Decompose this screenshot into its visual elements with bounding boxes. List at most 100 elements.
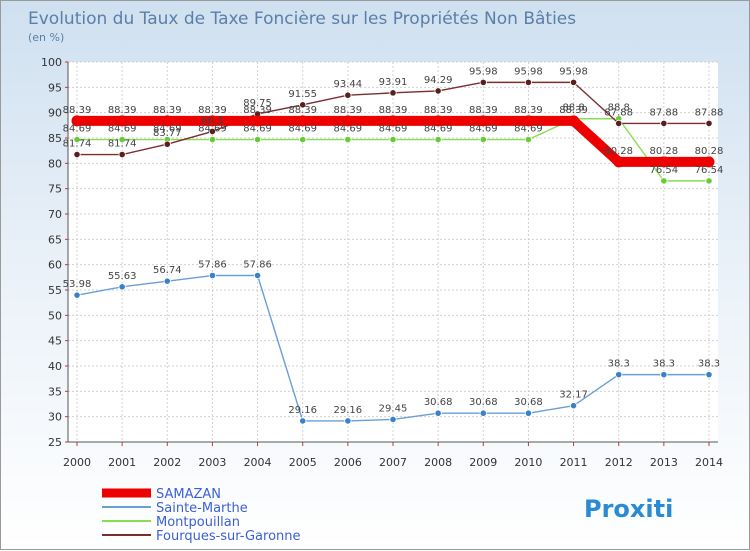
data-point (569, 402, 578, 410)
data-point (522, 115, 534, 127)
series-sainte-marthe (73, 271, 713, 425)
y-tick-label: 80 (48, 157, 62, 170)
legend-label: Sainte-Marthe (156, 501, 248, 516)
data-point (73, 135, 81, 144)
data-label: 88.39 (424, 105, 453, 116)
y-tick-label: 55 (48, 284, 62, 297)
data-label: 95.98 (514, 66, 543, 77)
data-label: 84.69 (63, 124, 92, 135)
data-label: 83.77 (153, 128, 182, 139)
data-label: 80.28 (695, 146, 724, 157)
legend-item: Sainte-Marthe (102, 501, 248, 516)
data-point (118, 283, 126, 291)
data-label: 88.39 (334, 105, 363, 116)
legend-item: Fourques-sur-Garonne (102, 529, 301, 544)
data-point (206, 115, 218, 127)
data-label: 87.88 (695, 107, 724, 118)
data-point (703, 156, 715, 168)
x-tick-label: 2014 (695, 456, 723, 469)
data-label: 84.69 (379, 124, 408, 135)
data-label: 84.69 (334, 124, 363, 135)
y-tick-label: 70 (48, 208, 62, 221)
data-label: 29.16 (288, 405, 317, 416)
data-label: 93.91 (379, 77, 408, 88)
series-layer (71, 78, 715, 425)
axes: 25 30 35 40 45 50 55 60 65 70 75 80 85 90 95 100 2000 200… (41, 56, 723, 469)
x-tick-label: 2007 (379, 456, 407, 469)
data-point (299, 135, 307, 144)
data-point (705, 177, 713, 185)
y-tick-label: 90 (48, 107, 62, 120)
data-point (524, 135, 533, 144)
data-point (613, 156, 625, 168)
logo-text: Proxiti (584, 495, 673, 523)
data-point (342, 115, 354, 127)
data-label: 57.86 (198, 260, 227, 271)
data-label: 80.28 (650, 146, 679, 157)
y-tick-label: 60 (48, 259, 62, 272)
data-label: 55.63 (108, 271, 137, 282)
x-tick-label: 2003 (198, 456, 226, 469)
data-point (660, 119, 668, 128)
y-tick-label: 35 (48, 385, 62, 398)
data-point (524, 409, 533, 417)
data-point (344, 135, 352, 144)
data-label: 56.74 (153, 265, 182, 276)
data-point (161, 115, 173, 127)
data-point (299, 101, 307, 109)
data-label: 81.74 (63, 139, 92, 150)
proxiti-logo: Proxiti (584, 495, 673, 523)
data-point (389, 89, 397, 97)
series-fourques-sur-garonne (73, 78, 713, 159)
data-label: 30.68 (469, 397, 498, 408)
data-label: 93.44 (334, 79, 363, 90)
data-point (163, 277, 171, 285)
data-label: 84.69 (288, 124, 317, 135)
x-tick-label: 2006 (334, 456, 362, 469)
y-tick-label: 30 (48, 411, 62, 424)
data-label: 88.39 (514, 105, 543, 116)
data-point (344, 91, 352, 99)
legend-item: SAMAZAN (102, 487, 221, 502)
data-label: 88.8 (608, 103, 630, 114)
data-label: 88.39 (559, 105, 588, 116)
x-tick-label: 2002 (153, 456, 181, 469)
x-tick-label: 2013 (650, 456, 678, 469)
data-label: 89.75 (243, 98, 272, 109)
data-label: 84.69 (198, 124, 227, 135)
x-tick-label: 2004 (244, 456, 272, 469)
series-samazan (71, 115, 715, 168)
data-label: 76.54 (695, 165, 724, 176)
chart-subtitle: (en %) (28, 31, 64, 44)
data-label: 88.39 (63, 105, 92, 116)
data-point (253, 135, 262, 144)
data-point (71, 115, 83, 127)
data-point (253, 271, 262, 280)
data-label: 38.3 (698, 359, 720, 370)
data-label: 88.39 (288, 105, 317, 116)
legend-label: Montpouillan (156, 515, 240, 530)
data-point (208, 127, 217, 136)
data-point (705, 371, 713, 379)
data-point (434, 409, 442, 417)
data-point (434, 135, 442, 144)
y-tick-label: 40 (48, 360, 62, 373)
x-tick-label: 2009 (469, 456, 497, 469)
data-point (569, 78, 578, 86)
data-label: 30.68 (514, 397, 543, 408)
y-tick-label: 95 (48, 81, 62, 94)
data-label: 88.8 (562, 103, 584, 114)
x-tick-label: 2001 (108, 456, 136, 469)
data-label: 38.3 (653, 359, 675, 370)
data-label: 30.68 (424, 397, 453, 408)
data-label: 88.39 (469, 105, 498, 116)
data-point (116, 115, 128, 127)
data-label: 80.28 (604, 146, 633, 157)
data-label: 84.69 (153, 124, 182, 135)
data-point (252, 115, 264, 127)
data-point (389, 135, 397, 144)
data-label: 94.29 (424, 75, 453, 86)
y-tick-label: 100 (41, 56, 62, 69)
data-label: 38.3 (608, 359, 630, 370)
